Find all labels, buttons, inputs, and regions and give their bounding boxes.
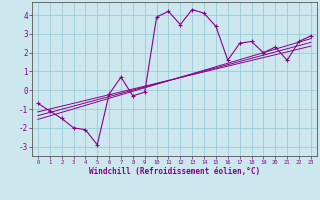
X-axis label: Windchill (Refroidissement éolien,°C): Windchill (Refroidissement éolien,°C) [89,167,260,176]
